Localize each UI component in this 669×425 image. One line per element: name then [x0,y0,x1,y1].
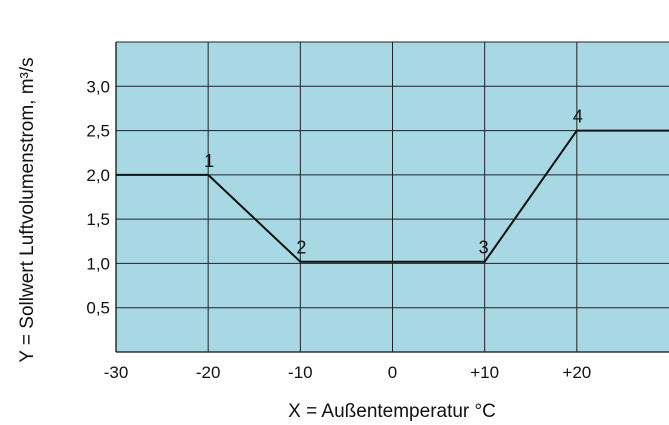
x-tick-label-1: -20 [196,363,221,382]
y-tick-labels: 0,5 1,0 1,5 2,0 2,5 3,0 [86,77,110,317]
series [116,129,669,263]
x-tick-labels: -30 -20 -10 0 +10 +20 [104,363,592,382]
point-label-2: 2 [296,238,306,258]
x-tick-label-3: 0 [388,363,397,382]
y-tick-label-0: 0,5 [86,299,110,318]
y-tick-label-4: 2,5 [86,122,110,141]
x-tick-label-2: -10 [288,363,313,382]
point-label-1: 1 [204,151,214,171]
y-tick-label-3: 2,0 [86,166,110,185]
x-tick-label-4: +10 [470,363,499,382]
y-tick-label-2: 1,5 [86,210,110,229]
y-axis-label: Y = Sollwert Luftvolumenstrom, m³/s [17,57,38,362]
point-label-3: 3 [479,238,489,258]
point-labels: 1 2 3 4 [204,107,583,258]
series-line-0 [116,129,669,263]
x-tick-label-0: -30 [104,363,129,382]
x-tick-label-5: +20 [562,363,591,382]
y-tick-label-1: 1,0 [86,254,110,273]
point-label-4: 4 [573,107,583,127]
y-tick-label-5: 3,0 [86,77,110,96]
x-axis-label: X = Außentemperatur °C [288,401,496,422]
